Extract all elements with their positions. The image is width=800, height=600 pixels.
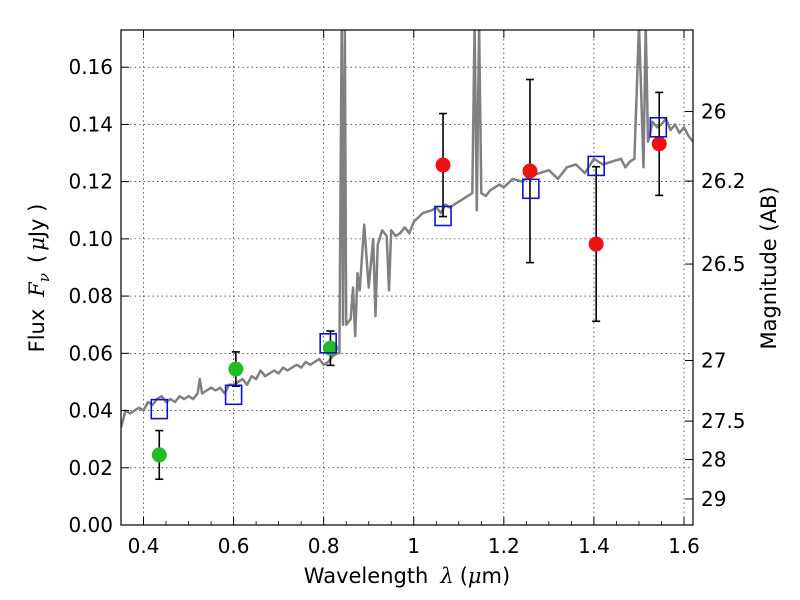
y-tick-label: 0.02 [68, 456, 113, 480]
y-tick-label: 0.10 [68, 227, 113, 251]
plot-frame [120, 29, 694, 526]
data-point [322, 340, 338, 356]
y-tick-label: 0.04 [68, 399, 113, 423]
x-tick-label: 1.2 [488, 534, 520, 558]
data-point [151, 447, 167, 463]
x-tick-label: 1 [407, 534, 420, 558]
y2-tick-label: 29 [701, 487, 726, 511]
y-axis-label: FluxFν(μJy ) [25, 204, 53, 353]
y-tick-label: 0.12 [68, 170, 113, 194]
model-box-point [224, 384, 243, 406]
data-points-group [150, 78, 668, 481]
model-box-point [150, 398, 169, 420]
axis-ticks: 0.4 0.6 0.8 1 1.2 1.4 1.6 0.00 0.02 0.04 0.06 0.08 0… [68, 30, 746, 558]
y2-axis-label: Magnitude (AB) [757, 186, 781, 349]
grid-lines [121, 30, 693, 526]
data-point [435, 157, 451, 173]
y2-tick-label: 28 [701, 447, 726, 471]
y-tick-label: 0.06 [68, 341, 113, 365]
x-tick-label: 1.4 [578, 534, 610, 558]
model-box-point [319, 333, 337, 354]
x-tick-label: 0.8 [308, 534, 340, 558]
model-box-point [649, 116, 668, 138]
x-tick-label: 0.4 [128, 534, 160, 558]
y-tick-label: 0.08 [68, 284, 113, 308]
x-axis-label: Wavelength λ (μm) [304, 564, 510, 588]
data-point [522, 163, 538, 179]
y2-tick-label: 26 [701, 100, 726, 124]
data-point [588, 236, 604, 252]
y-tick-label: 0.14 [68, 112, 113, 136]
y2-tick-label: 27.5 [701, 409, 746, 433]
model-box-point [522, 178, 540, 200]
model-spectrum-line [121, 30, 693, 429]
data-point [228, 361, 244, 377]
model-spectrum-group [121, 30, 693, 429]
y2-tick-label: 27 [701, 348, 726, 372]
y-tick-label: 0.00 [68, 513, 113, 537]
y2-tick-label: 26.5 [701, 252, 746, 276]
data-point [651, 136, 667, 152]
x-tick-label: 1.6 [668, 534, 700, 558]
y2-tick-label: 26.2 [701, 169, 746, 193]
x-tick-label: 0.6 [218, 534, 250, 558]
y-tick-label: 0.16 [68, 55, 113, 79]
model-box-point [434, 205, 452, 227]
model-box-point [587, 155, 605, 177]
